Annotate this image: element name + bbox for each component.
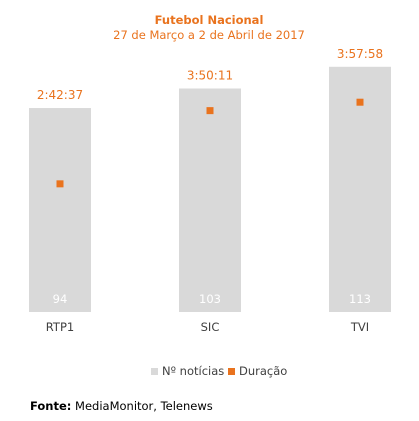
bar-value-label: 103 xyxy=(199,292,221,306)
duration-marker-sic xyxy=(206,107,214,115)
duration-marker-rtp1 xyxy=(56,180,64,188)
chart-title: Futebol Nacional xyxy=(155,13,264,27)
bar-value-label: 113 xyxy=(349,292,371,306)
plot-area: 94 RTP1 2:42:37 103 SIC 3:50:11 113 TVI 3:57:58 xyxy=(29,47,391,334)
category-label-tvi: TVI xyxy=(350,320,369,334)
legend-label-duracao: Duração xyxy=(239,364,287,378)
duration-label: 3:50:11 xyxy=(187,68,233,82)
source-note: Fonte: MediaMonitor, Telenews xyxy=(30,399,213,413)
chart: Futebol Nacional 27 de Março a 2 de Abri… xyxy=(29,13,391,378)
source-label: Fonte: xyxy=(30,399,72,413)
bar-sic xyxy=(179,88,241,313)
duration-marker-tvi xyxy=(356,98,364,106)
bar-value-label: 94 xyxy=(53,292,68,306)
bar-tvi xyxy=(329,66,391,312)
bar-rtp1 xyxy=(29,108,91,313)
chart-subtitle: 27 de Março a 2 de Abril de 2017 xyxy=(113,28,305,42)
legend-label-noticias: Nº notícias xyxy=(162,364,224,378)
category-label-rtp1: RTP1 xyxy=(46,320,74,334)
duration-label: 2:42:37 xyxy=(37,88,83,102)
source-text: MediaMonitor, Telenews xyxy=(75,399,213,413)
duration-label: 3:57:58 xyxy=(337,47,383,61)
legend-swatch-duracao xyxy=(228,368,235,375)
legend-swatch-noticias xyxy=(151,368,158,375)
category-label-sic: SIC xyxy=(201,320,220,334)
legend: Nº notícias Duração xyxy=(151,364,287,378)
